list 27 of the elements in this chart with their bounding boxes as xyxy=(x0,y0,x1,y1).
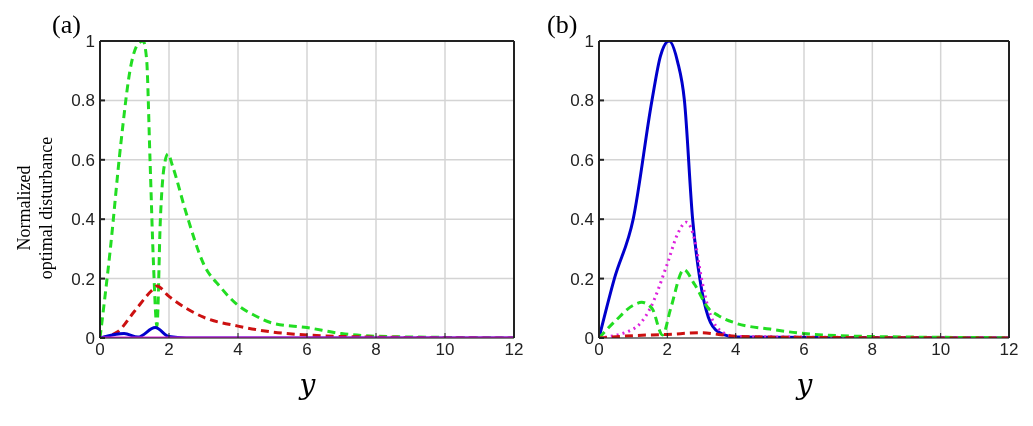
y-tick-label: 0.2 xyxy=(71,269,95,289)
y-tick-label: 0.4 xyxy=(570,210,594,230)
x-tick-label: 4 xyxy=(233,340,243,360)
x-tick-label: 6 xyxy=(799,340,809,360)
x-tick-label: 10 xyxy=(931,340,951,360)
x-tick-label: 12 xyxy=(504,340,524,360)
x-tick-label: 6 xyxy=(302,340,312,360)
x-tick-label: 2 xyxy=(662,340,673,360)
x-tick-label: 8 xyxy=(867,340,878,360)
x-axis-title: y xyxy=(297,368,317,401)
y-tick-label: 1 xyxy=(584,32,594,52)
x-axis-title: y xyxy=(794,368,814,401)
x-tick-label: 10 xyxy=(435,340,455,360)
y-tick-label: 1 xyxy=(85,32,95,52)
chart-title: (b) xyxy=(547,10,578,40)
x-tick-label: 2 xyxy=(164,340,174,360)
y-tick-label: 0.8 xyxy=(570,91,594,111)
y-tick-label: 0.6 xyxy=(570,150,594,170)
x-tick-label: 4 xyxy=(730,340,741,360)
y-tick-label: 0.2 xyxy=(570,269,594,289)
chart-title: (a) xyxy=(52,10,81,40)
y-axis-title: Normalized optimal disturbance xyxy=(14,136,56,280)
y-tick-label: 0.6 xyxy=(71,150,95,170)
x-tick-label: 8 xyxy=(371,340,381,360)
y-tick-label: 0.8 xyxy=(71,91,95,111)
x-tick-label: 12 xyxy=(999,340,1019,360)
y-tick-label: 0.4 xyxy=(71,210,95,230)
